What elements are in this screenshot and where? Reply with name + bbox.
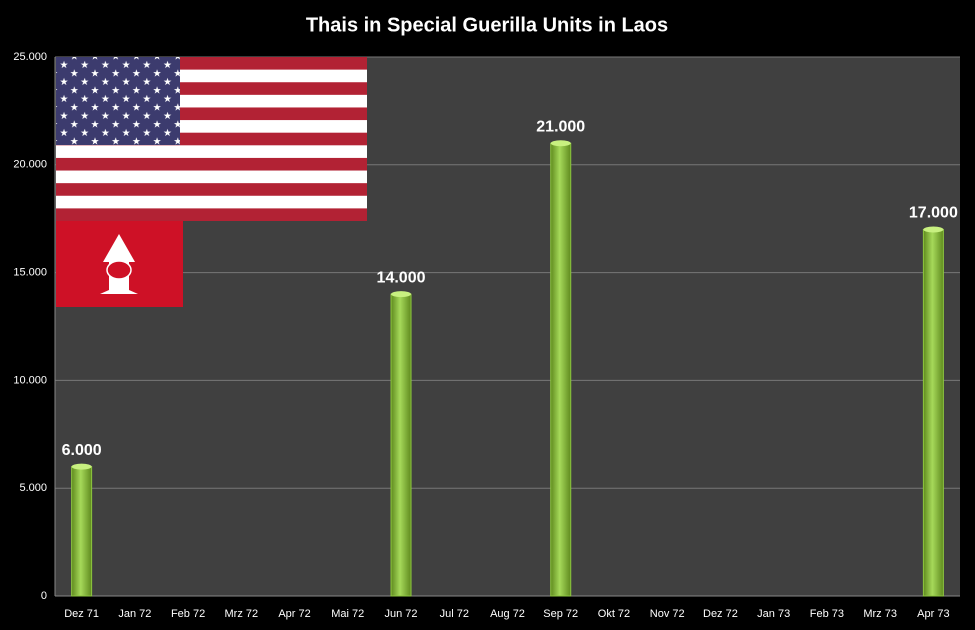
bar-top bbox=[391, 291, 412, 298]
us-stars bbox=[56, 57, 180, 145]
bar-top bbox=[550, 140, 571, 147]
y-tick-label: 20.000 bbox=[13, 159, 47, 171]
x-tick-label: Dez 71 bbox=[64, 608, 99, 620]
x-tick-label: Feb 73 bbox=[810, 608, 844, 620]
x-tick-label: Sep 72 bbox=[543, 608, 578, 620]
x-tick-label: Jan 72 bbox=[118, 608, 151, 620]
x-tick-label: Aug 72 bbox=[490, 608, 525, 620]
y-tick-label: 10.000 bbox=[13, 374, 47, 386]
bar-top bbox=[71, 463, 92, 470]
x-tick-label: Mrz 73 bbox=[863, 608, 897, 620]
x-tick-label: Feb 72 bbox=[171, 608, 205, 620]
x-tick-label: Apr 73 bbox=[917, 608, 949, 620]
x-tick-label: Dez 72 bbox=[703, 608, 738, 620]
value-label: 17.000 bbox=[909, 205, 958, 222]
y-tick-label: 15.000 bbox=[13, 267, 47, 279]
x-tick-label: Jun 72 bbox=[385, 608, 418, 620]
y-tick-label: 5.000 bbox=[19, 482, 47, 494]
x-tick-label: Mai 72 bbox=[331, 608, 364, 620]
laos-elephant bbox=[106, 260, 132, 280]
bar bbox=[922, 228, 944, 597]
flags bbox=[56, 57, 367, 307]
us-stripe bbox=[56, 195, 367, 209]
value-label: 21.000 bbox=[536, 118, 585, 135]
x-tick-label: Jul 72 bbox=[440, 608, 469, 620]
x-tick-label: Jan 73 bbox=[757, 608, 790, 620]
us-stripe bbox=[56, 145, 367, 158]
value-label: 6.000 bbox=[62, 442, 102, 459]
bar bbox=[550, 142, 572, 597]
x-tick-label: Apr 72 bbox=[278, 608, 310, 620]
x-tick-label: Okt 72 bbox=[598, 608, 630, 620]
us-stripe bbox=[56, 170, 367, 184]
bar-top bbox=[923, 226, 944, 233]
value-label: 14.000 bbox=[377, 269, 426, 286]
chart-title: Thais in Special Guerilla Units in Laos bbox=[306, 14, 668, 36]
x-tick-label: Nov 72 bbox=[650, 608, 685, 620]
x-tick-label: Mrz 72 bbox=[225, 608, 259, 620]
bar bbox=[390, 293, 412, 597]
bar bbox=[71, 466, 93, 597]
y-tick-label: 25.000 bbox=[13, 51, 47, 63]
y-tick-label: 0 bbox=[41, 590, 47, 602]
